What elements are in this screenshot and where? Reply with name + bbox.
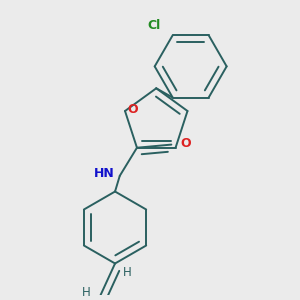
Text: O: O [128, 103, 138, 116]
Text: H: H [123, 266, 131, 279]
Text: H: H [82, 286, 90, 299]
Text: Cl: Cl [147, 20, 161, 32]
Text: O: O [180, 136, 191, 149]
Text: HN: HN [94, 167, 115, 180]
